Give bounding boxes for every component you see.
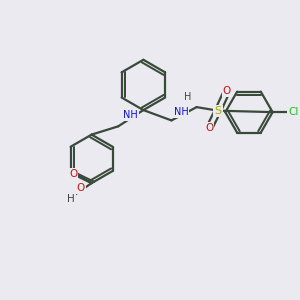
Text: O: O [69, 169, 77, 179]
Text: S: S [214, 106, 221, 116]
Text: O: O [223, 86, 231, 96]
Text: H: H [184, 92, 191, 102]
Text: Cl: Cl [288, 107, 298, 117]
Text: O: O [205, 123, 213, 134]
Text: NH: NH [123, 110, 138, 120]
Text: H: H [67, 194, 75, 204]
Text: O: O [76, 183, 85, 193]
Text: NH: NH [174, 107, 188, 117]
